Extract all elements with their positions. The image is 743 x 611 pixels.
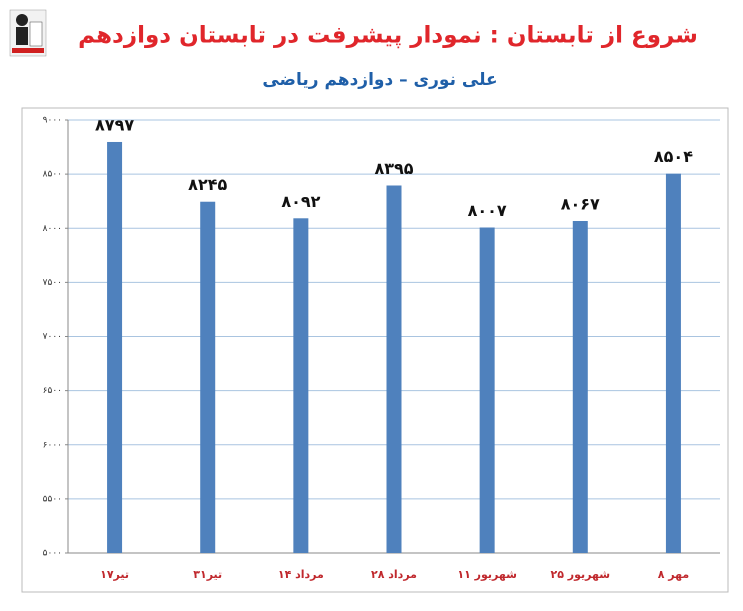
- y-tick-label: ۶۵۰۰: [43, 386, 62, 396]
- chart-subtitle: علی نوری – دوازدهم ریاضی: [262, 70, 497, 90]
- chart-title: شروع از تابستان : نمودار پیشرفت در تابست…: [78, 23, 698, 49]
- logo: [9, 9, 47, 57]
- y-tick-label: ۹۰۰۰: [43, 116, 62, 126]
- bar: [572, 220, 588, 553]
- y-tick-label: ۸۰۰۰: [43, 224, 62, 234]
- data-label: ۸۲۴۵: [188, 175, 227, 194]
- bar: [479, 227, 495, 553]
- x-tick-label: ۲۸ مرداد: [371, 568, 417, 581]
- y-tick-label: ۸۵۰۰: [43, 170, 62, 180]
- x-tick-label: ۱۱ شهریور: [457, 568, 517, 581]
- y-tick-label: ۵۵۰۰: [43, 494, 62, 504]
- y-tick-label: ۷۵۰۰: [43, 278, 62, 288]
- x-tick-label: ۱۷تیر: [100, 568, 129, 581]
- data-label: ۸۷۹۷: [95, 115, 134, 134]
- data-label: ۸۵۰۴: [654, 147, 693, 166]
- x-tick-label: ۳۱تیر: [193, 568, 222, 581]
- bar: [107, 141, 123, 554]
- y-tick-label: ۷۰۰۰: [43, 332, 62, 342]
- data-label: ۸۰۹۲: [281, 192, 320, 211]
- x-tick-label: ۲۵ شهریور: [551, 568, 611, 581]
- chart-frame: [21, 107, 729, 593]
- data-label: ۸۰۰۷: [468, 201, 507, 220]
- data-label: ۸۳۹۵: [374, 159, 413, 178]
- y-tick-label: ۵۰۰۰: [43, 549, 62, 559]
- data-label: ۸۰۶۷: [561, 194, 600, 213]
- bar: [665, 173, 681, 553]
- bar: [386, 185, 402, 553]
- y-tick-label: ۶۰۰۰: [43, 440, 62, 450]
- bar: [200, 201, 216, 553]
- x-tick-label: ۸ مهر: [658, 568, 689, 581]
- x-tick-label: ۱۴ مرداد: [278, 568, 324, 581]
- bar: [293, 218, 309, 553]
